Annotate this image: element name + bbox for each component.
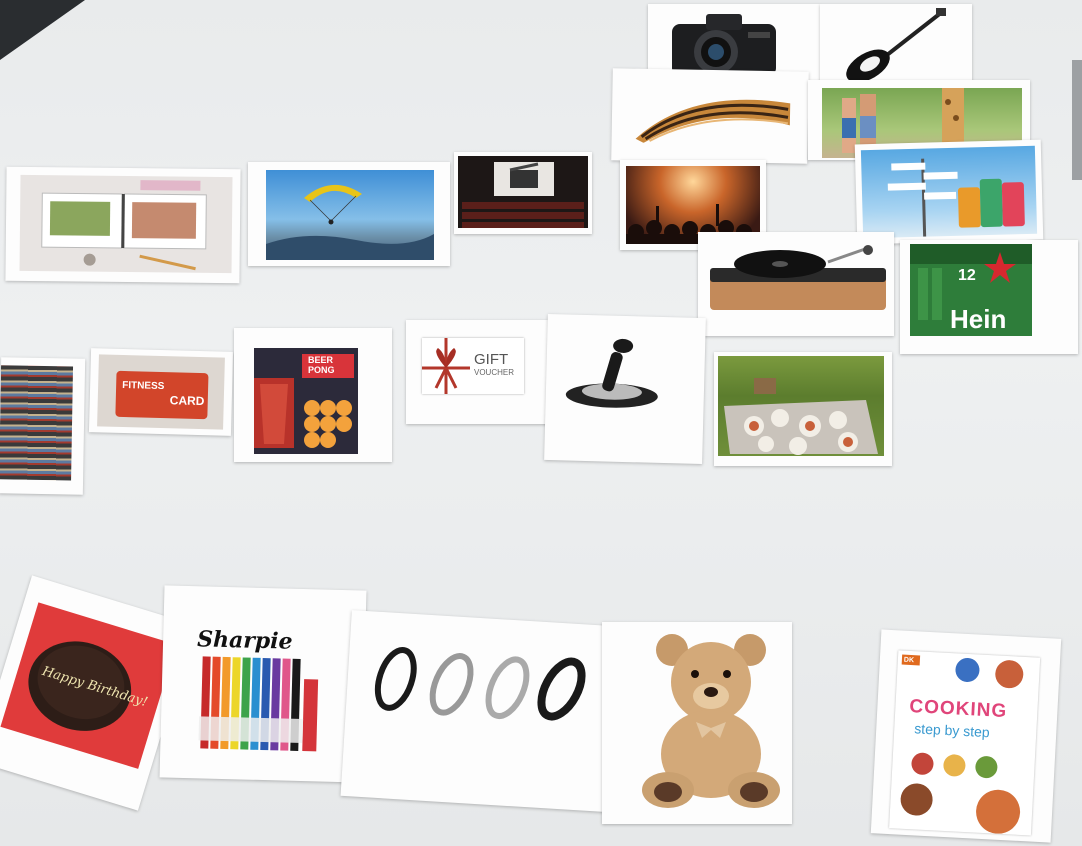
paragliding-card <box>248 162 450 266</box>
birthday-cake-image: Happy Birthday! <box>0 602 177 769</box>
beer-case-brand: Hein <box>950 304 1007 334</box>
beer-pong-card: BEER PONG <box>234 328 392 462</box>
gift-voucher-card: GIFT VOUCHER <box>406 320 548 424</box>
beer-case-count: 12 <box>958 267 976 284</box>
fitness-label: FITNESS <box>122 379 165 393</box>
gift-voucher-image: GIFT VOUCHER <box>422 338 524 394</box>
teddy-bear-image <box>640 630 782 810</box>
travel-card <box>854 139 1044 245</box>
beer-pong-title-pong: PONG <box>308 365 335 375</box>
sharpie-card: Sharpie <box>159 585 367 783</box>
dvd-stack-image <box>0 365 74 481</box>
beer-case-image: 12 Hein <box>910 244 1032 336</box>
joystick-image <box>559 328 665 417</box>
paragliding-image <box>266 170 434 260</box>
guitar-image <box>840 6 950 84</box>
bracelets-card <box>340 610 616 812</box>
gift-voucher-subtitle: VOUCHER <box>474 368 515 377</box>
gift-voucher-title: GIFT <box>474 351 509 368</box>
turntable-card <box>698 232 894 336</box>
dvd-stack-card <box>0 357 86 495</box>
bracelets-image <box>367 637 593 730</box>
fitness-image: FITNESS CARD <box>97 354 225 430</box>
fitness-card-label: CARD <box>169 393 205 409</box>
picnic-image <box>718 356 884 456</box>
birthday-cake-card: Happy Birthday! <box>0 575 195 811</box>
fitness-card: FITNESS CARD <box>88 348 234 436</box>
chair-card <box>611 68 809 164</box>
beer-case-card: 12 Hein <box>900 240 1078 354</box>
cinema-image <box>458 156 588 228</box>
chair-image <box>632 83 793 146</box>
cooking-book-image: DK COOKING step by step <box>889 650 1041 836</box>
sharpie-image: Sharpie <box>190 626 325 759</box>
travel-image <box>860 145 1038 239</box>
joystick-card <box>544 313 706 465</box>
sharpie-brand: Sharpie <box>196 626 293 655</box>
desk-edge <box>0 0 85 60</box>
scrapbook-card <box>5 166 241 284</box>
table-edge <box>1072 60 1082 180</box>
beer-pong-image: BEER PONG <box>254 348 358 454</box>
scrapbook-image <box>19 174 233 274</box>
beer-pong-title-beer: BEER <box>308 355 334 365</box>
picnic-card <box>714 352 892 466</box>
teddy-bear-card <box>602 622 792 824</box>
cooking-book-publisher: DK <box>903 656 915 665</box>
camera-image <box>666 10 781 80</box>
concert-image <box>626 166 760 244</box>
cinema-card <box>454 152 592 234</box>
cooking-book-subtitle: step by step <box>913 720 991 741</box>
guitar-card <box>820 4 972 86</box>
cooking-book-card: DK COOKING step by step <box>870 629 1062 843</box>
cooking-book-title: COOKING <box>908 696 1008 723</box>
turntable-image <box>708 242 888 322</box>
